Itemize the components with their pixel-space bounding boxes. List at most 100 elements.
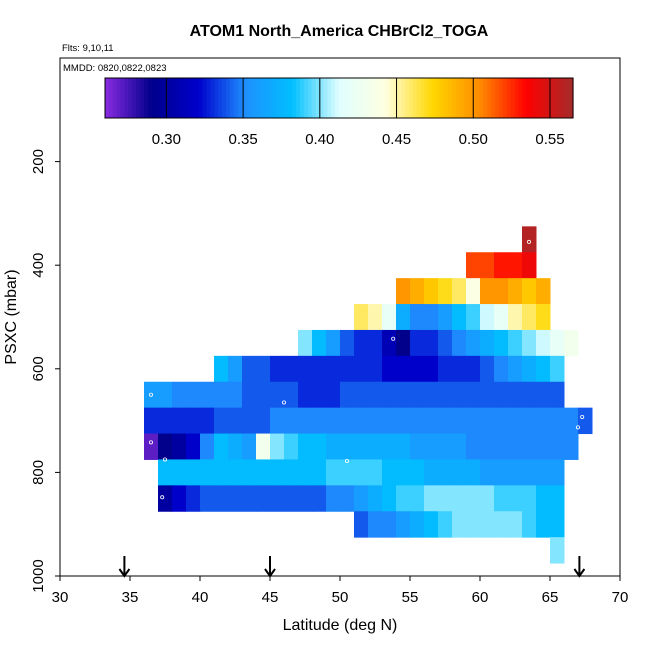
heatmap-cell [326, 329, 341, 357]
heatmap-cell [144, 381, 159, 409]
heatmap-cell [536, 511, 551, 538]
heatmap-cell [326, 459, 341, 486]
heatmap-cell [172, 381, 187, 409]
heatmap-cell [354, 381, 369, 409]
heatmap-cell [480, 459, 495, 486]
colorbar-segment [147, 78, 153, 118]
heatmap-cell [508, 355, 523, 383]
heatmap-cell [452, 433, 467, 460]
heatmap-cell [214, 381, 229, 409]
flight-arrow [118, 556, 131, 578]
heatmap-cell [354, 407, 369, 435]
colorbar-segment [233, 78, 239, 118]
colorbar-segment [471, 78, 477, 118]
heatmap-cell [396, 433, 411, 460]
heatmap-cell [494, 407, 509, 435]
heatmap-cell [466, 485, 481, 512]
colorbar-segment [342, 78, 348, 118]
heatmap-cell [480, 252, 495, 279]
mmdd-label: MMDD: 0820,0822,0823 [63, 63, 167, 74]
heatmap-cell [466, 304, 481, 331]
heatmap-cell [536, 329, 551, 357]
colorbar-segment [261, 78, 266, 118]
colorbar-segment [296, 78, 301, 118]
colorbar-segment [565, 78, 570, 118]
x-tick-label: 60 [472, 589, 489, 606]
heatmap-cell [312, 355, 327, 383]
heatmap-cell [326, 485, 341, 512]
heatmap-cell [452, 511, 467, 538]
y-tick-label: 800 [30, 460, 47, 485]
heatmap-cell [396, 304, 411, 331]
chart-title: ATOM1 North_America CHBrCl2_TOGA [190, 23, 489, 40]
heatmap-cell [508, 511, 523, 538]
heatmap-cell [354, 355, 369, 383]
colorbar-segment [518, 78, 523, 118]
heatmap-cell [368, 459, 383, 486]
colorbar-segment [311, 78, 317, 118]
heatmap-cell [242, 485, 257, 512]
colorbar-segment [186, 78, 192, 118]
heatmap-cell [550, 511, 565, 538]
colorbar-segment [420, 78, 426, 118]
heatmap-cell [494, 329, 509, 357]
colorbar-segment [424, 78, 430, 118]
heatmap-cell [522, 252, 537, 279]
colorbar-segment [167, 78, 172, 118]
heatmap-cell [242, 381, 257, 409]
heatmap-cell [438, 329, 453, 357]
heatmap-cell [172, 485, 187, 512]
colorbar-segment [483, 78, 488, 118]
heatmap-cell [396, 329, 411, 357]
heatmap-cell [466, 407, 481, 435]
sample-marker [580, 414, 585, 419]
heatmap-cell [172, 459, 187, 486]
heatmap-cell [536, 485, 551, 512]
colorbar-segment [526, 78, 531, 118]
colorbar-segment [362, 78, 367, 118]
heatmap-cell [410, 355, 425, 383]
heatmap-cell [298, 485, 313, 512]
heatmap-cell [382, 433, 397, 460]
heatmap-cell [522, 459, 537, 486]
heatmap-cell [382, 381, 397, 409]
heatmap-cell [144, 407, 159, 435]
colorbar-segment [300, 78, 305, 118]
heatmap-cell [494, 459, 509, 486]
heatmap-cell [298, 433, 313, 460]
colorbar-segment [354, 78, 360, 118]
heatmap-cell [494, 355, 509, 383]
x-tick-label: 50 [332, 589, 349, 606]
colorbar-segment [315, 78, 321, 118]
heatmap-cell [382, 407, 397, 435]
heatmap-cell [508, 433, 523, 460]
colorbar-segment [537, 78, 543, 118]
colorbar-segment [222, 78, 227, 118]
heatmap-cell [200, 433, 215, 460]
heatmap-cell [158, 459, 173, 486]
heatmap-cell [438, 433, 453, 460]
heatmap-cell [494, 381, 509, 409]
heatmap-cell [354, 304, 369, 331]
colorbar-segment [495, 78, 500, 118]
heatmap-cell [480, 407, 495, 435]
colorbar-segment [413, 78, 418, 118]
heatmap-cell [508, 278, 523, 305]
colorbar-segment [105, 78, 110, 118]
heatmap-cell [396, 459, 411, 486]
heatmap-cell [382, 459, 397, 486]
heatmap-cell [368, 511, 383, 538]
colorbar-segment [292, 78, 297, 118]
heatmap-cell [564, 433, 579, 460]
colorbar-segment [140, 78, 145, 118]
x-tick-label: 45 [262, 589, 279, 606]
heatmap-cell [368, 355, 383, 383]
colorbar-segment [374, 78, 379, 118]
colorbar-segment [202, 78, 207, 118]
colorbar-segment [136, 78, 141, 118]
colorbar-segment [339, 78, 344, 118]
colorbar-segment [370, 78, 375, 118]
colorbar-segment [510, 78, 516, 118]
heatmap-cell [550, 355, 565, 383]
